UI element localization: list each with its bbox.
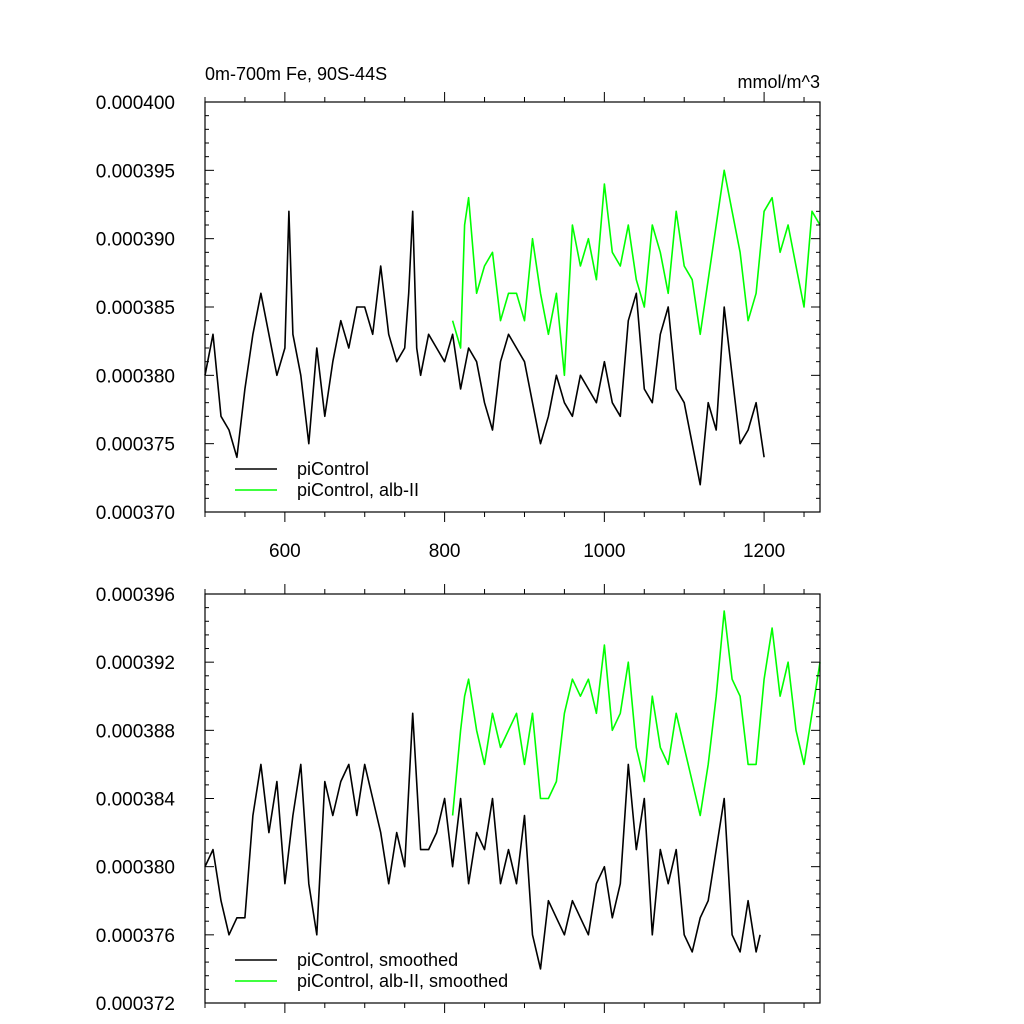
y-tick-label: 0.000380 — [96, 366, 175, 387]
plot-frame — [204, 593, 821, 1004]
y-tick-label: 0.000390 — [96, 230, 175, 251]
series-line-bottom-0 — [204, 712, 761, 970]
y-tick-label: 0.000396 — [96, 585, 175, 606]
chart-title-right: mmol/m^3 — [738, 72, 820, 92]
x-tick-label: 800 — [429, 541, 461, 562]
y-tick-label: 0.000392 — [96, 653, 175, 674]
series-line-bottom-1 — [451, 610, 821, 817]
x-tick-label: 600 — [269, 541, 301, 562]
series-line-top-1 — [451, 169, 821, 377]
legend-label: piControl — [297, 459, 369, 479]
y-tick-label: 0.000400 — [96, 93, 175, 114]
y-tick-label: 0.000395 — [96, 161, 175, 182]
plot-frame — [204, 101, 821, 513]
legend-label: piControl, smoothed — [297, 950, 458, 970]
legend-label: piControl, alb-II, smoothed — [297, 971, 508, 991]
series-line-top-0 — [204, 210, 765, 486]
y-tick-label: 0.000384 — [96, 790, 176, 811]
chart-title-left: 0m-700m Fe, 90S-44S — [205, 64, 387, 84]
y-tick-label: 0.000370 — [96, 503, 175, 524]
panel-top: 0.000370 0.000375 0.000380 0.000385 0.000390… — [96, 64, 821, 562]
y-tick-label: 0.000385 — [96, 298, 175, 319]
y-tick-label: 0.000375 — [96, 435, 175, 456]
y-tick-label: 0.000372 — [96, 994, 175, 1015]
panel-bottom: 0.000372 0.000376 0.000380 0.000384 0.000388… — [96, 584, 821, 1015]
x-tick-label: 1000 — [583, 541, 625, 562]
legend-label: piControl, alb-II — [297, 480, 419, 500]
y-tick-label: 0.000376 — [96, 926, 175, 947]
y-tick-label: 0.000388 — [96, 721, 175, 742]
x-tick-label: 1200 — [743, 541, 785, 562]
y-tick-label: 0.000380 — [96, 858, 175, 879]
